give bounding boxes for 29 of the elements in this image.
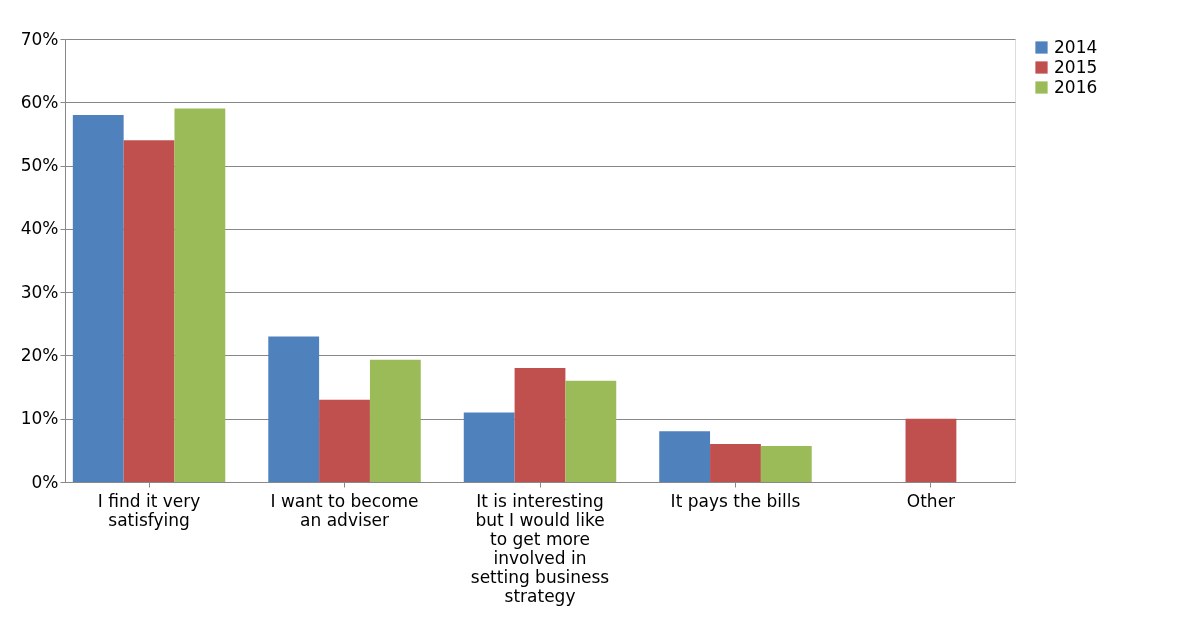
y-tick-label: 50% xyxy=(20,155,59,176)
bar xyxy=(710,444,761,482)
y-tick-label: 20% xyxy=(20,344,59,365)
bar xyxy=(369,359,421,482)
legend-label: 2014 xyxy=(1054,36,1098,57)
x-tick-label: I want to become an adviser xyxy=(270,490,419,530)
bar xyxy=(659,431,711,482)
bar xyxy=(565,380,617,482)
bar xyxy=(174,108,226,482)
x-tick-label: I find it very satisfying xyxy=(97,490,201,530)
y-tick-label: 10% xyxy=(20,408,59,429)
bar xyxy=(268,336,320,482)
bar xyxy=(463,412,515,482)
x-tick-label: It is interesting but I would like to get more involved in setting business strategy xyxy=(470,490,610,606)
bar xyxy=(123,140,175,482)
bar xyxy=(514,368,566,482)
bar xyxy=(760,445,812,482)
bar xyxy=(319,399,370,482)
y-tick-label: 40% xyxy=(20,218,59,239)
y-tick-label: 0% xyxy=(31,471,59,492)
bar xyxy=(72,114,124,482)
y-tick-label: 30% xyxy=(20,281,59,302)
bar xyxy=(905,418,957,482)
legend-label: 2016 xyxy=(1054,76,1098,97)
x-tick-label: It pays the bills xyxy=(670,490,801,511)
y-tick-label: 70% xyxy=(20,28,59,49)
legend-label: 2015 xyxy=(1054,56,1098,77)
x-tick-label: Other xyxy=(906,490,956,511)
y-tick-label: 60% xyxy=(20,91,59,112)
